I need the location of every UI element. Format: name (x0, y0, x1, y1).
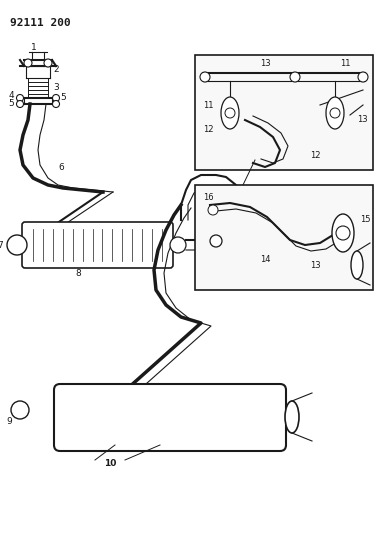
FancyBboxPatch shape (22, 222, 173, 268)
Circle shape (358, 72, 368, 82)
Text: 5: 5 (60, 93, 66, 102)
Text: 1: 1 (31, 44, 37, 52)
Circle shape (225, 108, 235, 118)
Ellipse shape (285, 401, 299, 433)
Text: 9: 9 (6, 417, 12, 426)
Bar (195, 55, 373, 170)
Circle shape (210, 235, 222, 247)
Text: 6: 6 (58, 164, 64, 173)
Circle shape (336, 226, 350, 240)
Text: 92111 200: 92111 200 (10, 18, 71, 28)
Text: 4: 4 (8, 91, 14, 100)
Text: 13: 13 (260, 59, 271, 68)
Circle shape (53, 94, 59, 101)
Text: 8: 8 (75, 269, 81, 278)
Circle shape (170, 237, 186, 253)
Text: 4: 4 (54, 96, 59, 106)
Circle shape (24, 59, 32, 67)
Text: 16: 16 (203, 192, 214, 201)
Text: 11: 11 (340, 59, 351, 68)
Text: 13: 13 (357, 116, 368, 125)
Circle shape (16, 101, 24, 108)
Circle shape (330, 108, 340, 118)
Text: 3: 3 (53, 84, 59, 93)
Ellipse shape (221, 97, 239, 129)
Text: 7: 7 (0, 240, 3, 249)
Text: 15: 15 (360, 215, 370, 224)
Circle shape (44, 59, 52, 67)
Circle shape (290, 72, 300, 82)
Bar (195, 185, 373, 290)
Ellipse shape (351, 251, 363, 279)
Ellipse shape (326, 97, 344, 129)
Text: 12: 12 (203, 125, 213, 134)
Circle shape (16, 94, 24, 101)
FancyBboxPatch shape (54, 384, 286, 451)
Text: 14: 14 (260, 255, 271, 264)
Text: 5: 5 (8, 100, 14, 109)
Circle shape (7, 235, 27, 255)
Text: 12: 12 (310, 150, 320, 159)
Text: 2: 2 (53, 66, 59, 75)
Ellipse shape (332, 214, 354, 252)
Circle shape (208, 205, 218, 215)
Text: 13: 13 (310, 261, 321, 270)
Circle shape (53, 101, 59, 108)
Text: 11: 11 (203, 101, 213, 109)
Circle shape (11, 401, 29, 419)
Text: 10: 10 (104, 458, 116, 467)
Circle shape (200, 72, 210, 82)
